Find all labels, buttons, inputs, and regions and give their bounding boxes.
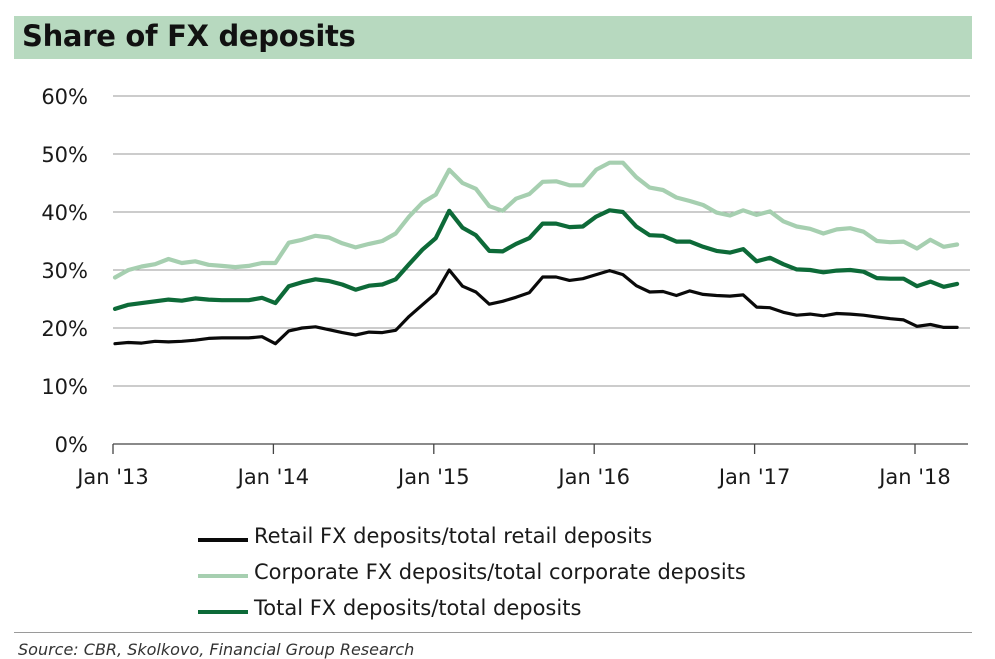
- x-axis-tick-labels: Jan '13 Jan '14 Jan '15 Jan '16 Jan '17 Jan '…: [75, 465, 951, 489]
- series-lines: [112, 160, 960, 346]
- legend-swatch-corporate: [198, 574, 248, 578]
- series-line-retail: [113, 268, 959, 346]
- source-note: Source: CBR, Skolkovo, Financial Group R…: [18, 640, 415, 659]
- legend-label-total: Total FX deposits/total deposits: [254, 596, 582, 620]
- x-tick-label: Jan '13: [75, 465, 149, 489]
- legend-item-retail: Retail FX deposits/total retail deposits: [198, 522, 838, 558]
- x-tick-label: Jan '16: [556, 465, 630, 489]
- line-chart: 0%10%20%30%40%50%60% Jan '13 Jan '14 Jan '…: [41, 85, 970, 489]
- y-tick-label: 20%: [41, 317, 88, 341]
- series-line-total: [112, 208, 960, 311]
- y-tick-label: 50%: [41, 143, 88, 167]
- legend-label-corporate: Corporate FX deposits/total corporate de…: [254, 560, 746, 584]
- x-tick-label: Jan '15: [396, 465, 470, 489]
- y-tick-label: 60%: [41, 85, 88, 109]
- chart-title-bar: Share of FX deposits: [14, 16, 972, 59]
- legend-label-retail: Retail FX deposits/total retail deposits: [254, 524, 653, 548]
- y-tick-label: 10%: [41, 375, 88, 399]
- series-line-corporate: [112, 160, 960, 280]
- bottom-rule: [14, 632, 972, 633]
- x-tick-label: Jan '14: [236, 465, 310, 489]
- chart-title: Share of FX deposits: [22, 19, 356, 53]
- legend: Retail FX deposits/total retail deposits…: [198, 522, 838, 630]
- legend-item-corporate: Corporate FX deposits/total corporate de…: [198, 558, 838, 594]
- legend-item-total: Total FX deposits/total deposits: [198, 594, 838, 630]
- gridlines: [113, 95, 970, 387]
- legend-swatch-total: [198, 610, 248, 614]
- legend-swatch-retail: [198, 538, 248, 542]
- y-tick-label: 40%: [41, 201, 88, 225]
- y-tick-label: 30%: [41, 259, 88, 283]
- y-tick-label: 0%: [55, 433, 88, 457]
- x-tick-label: Jan '18: [877, 465, 951, 489]
- x-axis: [112, 443, 968, 454]
- x-tick-label: Jan '17: [717, 465, 791, 489]
- y-axis-tick-labels: 0% 10% 20% 30% 40% 50% 60%: [41, 85, 88, 457]
